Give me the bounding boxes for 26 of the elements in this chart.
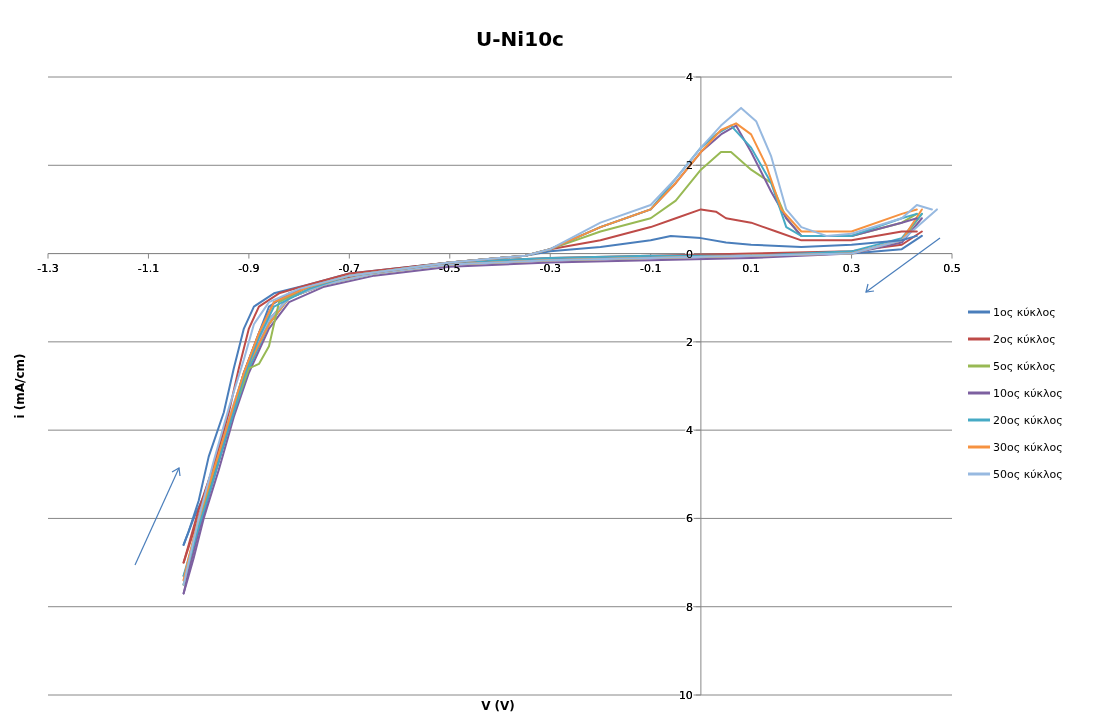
chart-title: U-Ni10c: [476, 27, 564, 51]
x-tick-label: -0.9: [238, 261, 260, 275]
x-tick-label: 0.5: [943, 261, 961, 275]
legend-label: 5ος κύκλος: [993, 360, 1056, 373]
legend-label: 10ος κύκλος: [993, 387, 1063, 400]
y-axis-title: i (mA/cm): [13, 353, 27, 419]
legend-label: 1ος κύκλος: [993, 306, 1056, 319]
y-tick-label: 8: [685, 600, 693, 614]
x-tick-label: -0.3: [539, 261, 561, 275]
x-tick-label: 0.3: [842, 261, 861, 275]
y-tick-label: 2: [685, 335, 693, 349]
legend-label: 50ος κύκλος: [993, 468, 1063, 481]
x-tick-label: -1.1: [137, 261, 160, 275]
x-tick-label: -0.7: [338, 261, 361, 275]
y-tick-label: 10: [678, 689, 693, 702]
y-tick-label: 0: [685, 247, 693, 261]
y-tick-label: 4: [685, 71, 693, 84]
legend-label: 30ος κύκλος: [993, 441, 1063, 454]
x-axis-title: V (V): [481, 699, 515, 713]
legend-label: 2ος κύκλος: [993, 333, 1056, 346]
y-tick-label: 6: [685, 512, 693, 526]
x-tick-label: -1.3: [37, 261, 59, 275]
y-tick-label: 4: [685, 424, 693, 438]
x-tick-label: 0.1: [742, 261, 760, 275]
x-tick-label: -0.1: [639, 261, 662, 275]
legend-label: 20ος κύκλος: [993, 414, 1063, 427]
